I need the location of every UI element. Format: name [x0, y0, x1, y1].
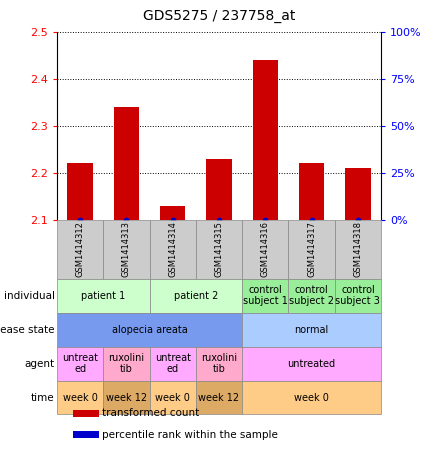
Text: week 0: week 0	[155, 392, 190, 403]
Bar	[160, 206, 185, 220]
Point	[77, 216, 84, 223]
Bar	[335, 279, 381, 313]
Text: GSM1414315: GSM1414315	[215, 221, 223, 277]
Text: alopecia areata: alopecia areata	[112, 324, 187, 335]
Bar	[242, 220, 289, 279]
Bar	[242, 381, 381, 414]
Bar	[242, 279, 289, 313]
Text: week 12: week 12	[106, 392, 147, 403]
Bar	[289, 279, 335, 313]
Text: control
subject 1: control subject 1	[243, 285, 288, 306]
Bar	[57, 313, 242, 347]
Bar	[242, 313, 381, 347]
Text: week 12: week 12	[198, 392, 240, 403]
Bar	[114, 107, 139, 220]
Point	[354, 216, 361, 223]
Text: time: time	[31, 392, 55, 403]
Point	[123, 216, 130, 223]
Point	[169, 216, 176, 223]
Text: week 0: week 0	[63, 392, 98, 403]
Bar	[196, 347, 242, 381]
Bar	[335, 220, 381, 279]
Bar	[57, 381, 103, 414]
Text: GSM1414312: GSM1414312	[76, 221, 85, 277]
Point	[308, 216, 315, 223]
Bar	[206, 159, 232, 220]
Bar	[73, 431, 99, 438]
Bar	[242, 347, 381, 381]
Bar	[253, 60, 278, 220]
Text: GSM1414318: GSM1414318	[353, 221, 362, 277]
Bar	[73, 410, 99, 417]
Bar	[345, 168, 371, 220]
Text: week 0: week 0	[294, 392, 329, 403]
Text: transformed count: transformed count	[102, 408, 200, 419]
Bar	[57, 279, 149, 313]
Text: individual: individual	[4, 290, 55, 301]
Text: untreat
ed: untreat ed	[155, 353, 191, 374]
Text: GSM1414314: GSM1414314	[168, 221, 177, 277]
Text: patient 1: patient 1	[81, 290, 125, 301]
Bar	[67, 163, 93, 220]
Text: control
subject 2: control subject 2	[289, 285, 334, 306]
Bar	[149, 220, 196, 279]
Text: disease state: disease state	[0, 324, 55, 335]
Text: GSM1414316: GSM1414316	[261, 221, 270, 277]
Bar	[289, 220, 335, 279]
Bar	[299, 163, 324, 220]
Text: ruxolini
tib: ruxolini tib	[201, 353, 237, 374]
Bar	[103, 347, 149, 381]
Text: agent: agent	[25, 358, 55, 369]
Text: GDS5275 / 237758_at: GDS5275 / 237758_at	[143, 9, 295, 23]
Bar	[149, 347, 196, 381]
Text: GSM1414313: GSM1414313	[122, 221, 131, 277]
Bar	[57, 220, 103, 279]
Point	[215, 216, 223, 223]
Bar	[103, 220, 149, 279]
Text: normal: normal	[294, 324, 329, 335]
Bar	[149, 279, 242, 313]
Bar	[57, 347, 103, 381]
Text: control
subject 3: control subject 3	[336, 285, 380, 306]
Text: untreated: untreated	[287, 358, 336, 369]
Bar	[196, 381, 242, 414]
Bar	[149, 381, 196, 414]
Text: percentile rank within the sample: percentile rank within the sample	[102, 429, 278, 439]
Point	[262, 216, 269, 223]
Bar	[196, 220, 242, 279]
Text: GSM1414317: GSM1414317	[307, 221, 316, 277]
Text: untreat
ed: untreat ed	[62, 353, 98, 374]
Bar	[103, 381, 149, 414]
Text: ruxolini
tib: ruxolini tib	[108, 353, 145, 374]
Text: patient 2: patient 2	[173, 290, 218, 301]
